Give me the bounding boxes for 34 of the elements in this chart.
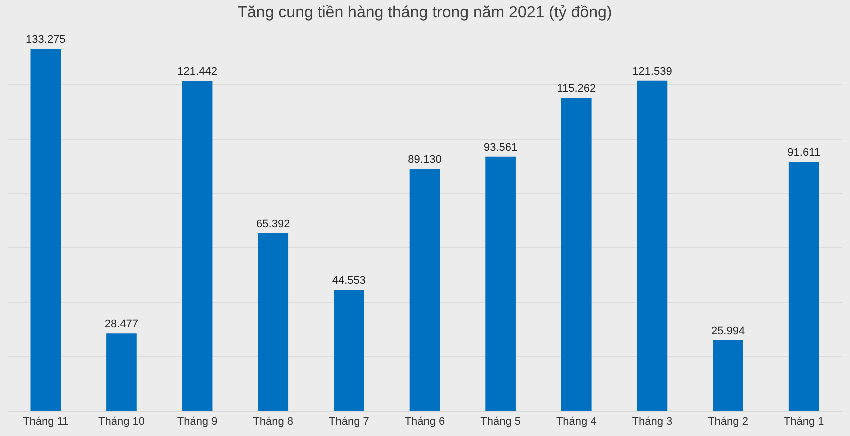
x-tick-label: Tháng 8 <box>253 416 294 428</box>
bar <box>637 80 668 411</box>
data-label: 121.539 <box>632 66 672 78</box>
data-label: 91.611 <box>788 147 821 160</box>
x-tick-label: Tháng 5 <box>480 416 522 428</box>
bar <box>258 233 289 411</box>
x-tick-label: Tháng 1 <box>784 416 824 428</box>
data-label: 44.553 <box>332 275 366 287</box>
bar <box>182 81 213 411</box>
x-tick-label: Tháng 10 <box>98 416 145 428</box>
data-label: 93.561 <box>484 142 518 154</box>
x-tick-label: Tháng 3 <box>632 416 673 428</box>
x-tick-label: Tháng 11 <box>23 416 69 428</box>
bar <box>561 98 592 411</box>
x-tick-label: Tháng 7 <box>328 416 370 428</box>
bar <box>788 162 820 411</box>
data-label: 89.130 <box>408 154 442 166</box>
bar <box>486 156 516 411</box>
data-label: 115.262 <box>557 82 596 95</box>
bar <box>410 168 440 411</box>
bar <box>106 334 137 411</box>
x-tick-label: Tháng 6 <box>404 416 446 428</box>
data-label: 65.392 <box>256 218 290 230</box>
chart-title: Tăng cung tiền hàng tháng trong năm 2021 (tỷ đồng) <box>238 4 612 22</box>
x-tick-label: Tháng 4 <box>556 416 597 428</box>
bar <box>30 49 62 411</box>
bar <box>713 340 744 411</box>
bar <box>334 290 364 411</box>
data-label: 28.477 <box>104 318 139 331</box>
data-label: 121.442 <box>178 66 218 78</box>
data-label: 133.275 <box>26 34 66 46</box>
x-tick-label: Tháng 9 <box>177 416 218 428</box>
data-label: 25.994 <box>711 325 746 338</box>
x-tick-label: Tháng 2 <box>708 416 748 428</box>
